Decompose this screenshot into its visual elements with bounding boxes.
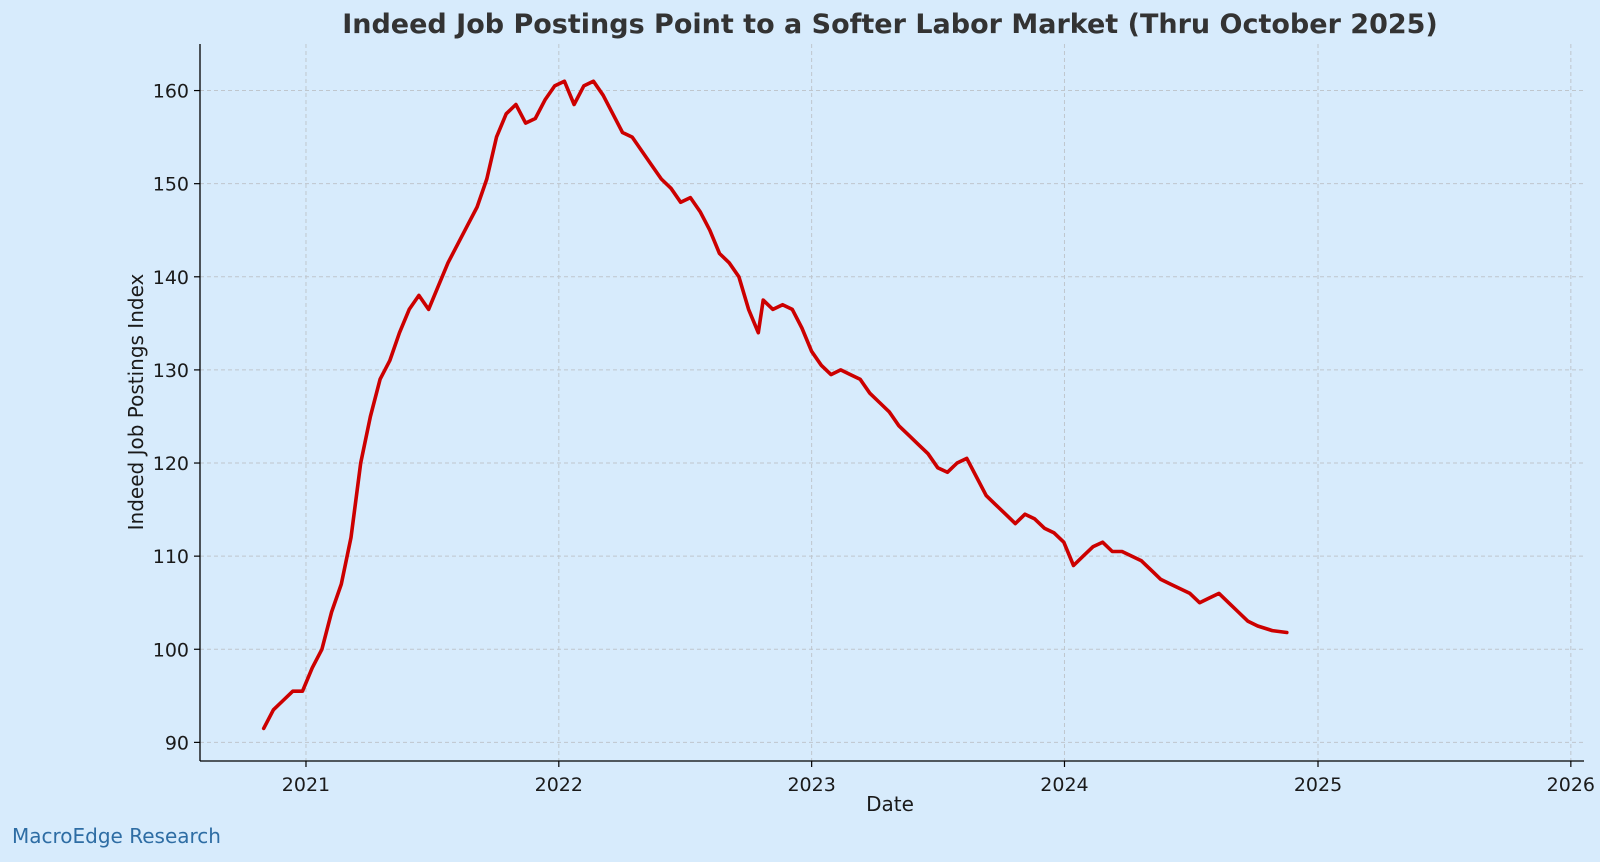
y-tick-label: 150: [153, 174, 189, 196]
x-tick-label: 2024: [1040, 774, 1088, 796]
x-axis-label: Date: [866, 792, 914, 816]
brand-watermark: MacroEdge Research: [12, 824, 221, 848]
y-tick-label: 140: [153, 267, 189, 289]
y-tick-label: 160: [153, 81, 189, 103]
y-axis-label: Indeed Job Postings Index: [124, 273, 148, 530]
chart-text: Indeed Job Postings Point to a Softer La…: [124, 9, 1438, 816]
series-line: [261, 79, 1289, 731]
x-tick-label: 2022: [535, 774, 583, 796]
grid: [200, 44, 1584, 761]
x-tick-label: 2026: [1547, 774, 1595, 796]
x-tick-label: 2021: [282, 774, 330, 796]
y-tick-label: 110: [153, 546, 189, 568]
series-layer: [261, 79, 1289, 731]
x-tick-label: 2025: [1294, 774, 1342, 796]
y-tick-label: 100: [153, 639, 189, 661]
chart-title: Indeed Job Postings Point to a Softer La…: [342, 9, 1438, 40]
y-tick-label: 130: [153, 360, 189, 382]
y-tick-label: 90: [165, 732, 189, 754]
axes: 90 100 110 120 130 140 150 160 2021 2022 2023 2024 2…: [153, 44, 1595, 796]
y-tick-label: 120: [153, 453, 189, 475]
x-tick-label: 2023: [787, 774, 835, 796]
